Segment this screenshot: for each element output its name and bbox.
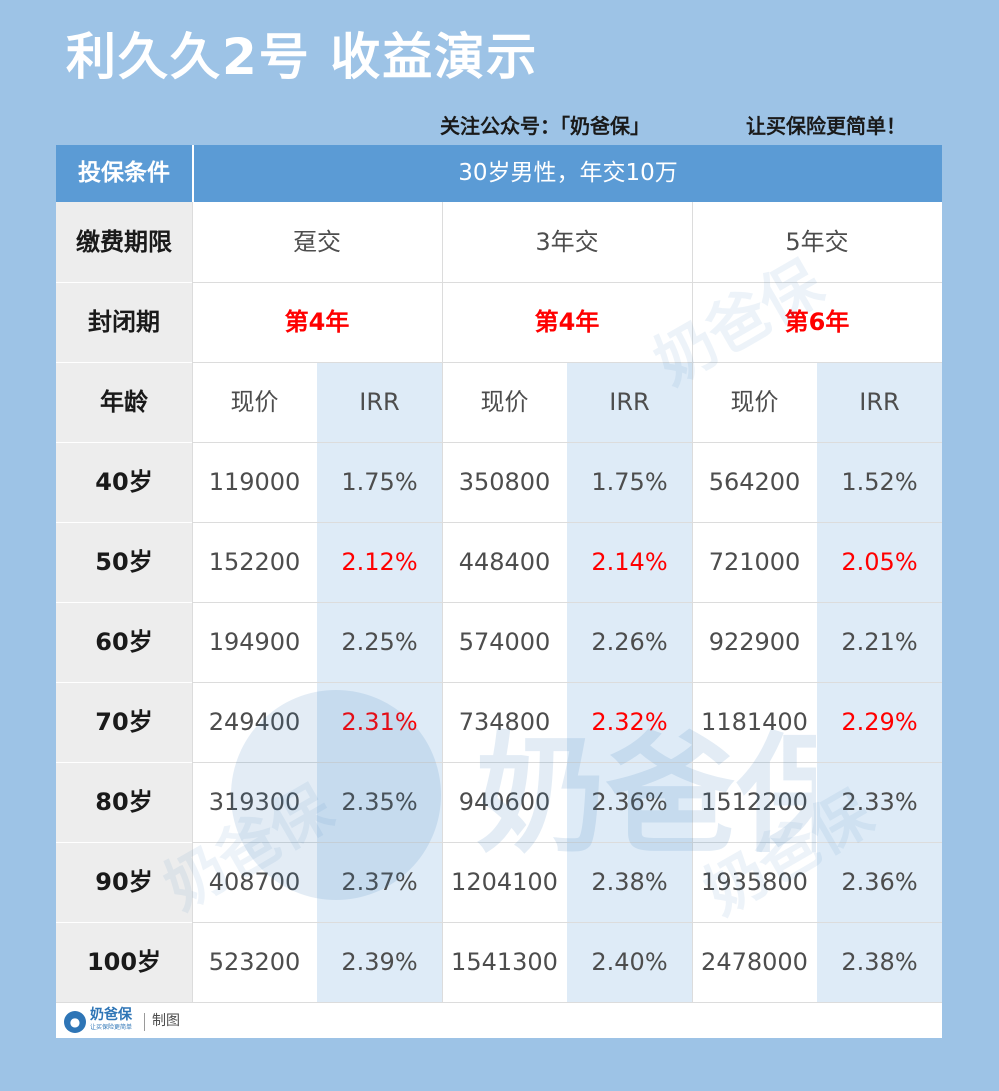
cash-value-cell: 319300 bbox=[208, 788, 301, 816]
grid-row-line bbox=[192, 282, 942, 283]
irr-cell: 2.25% bbox=[341, 628, 418, 656]
cash-value-cell: 1512200 bbox=[701, 788, 808, 816]
footer-divider bbox=[144, 1013, 145, 1031]
grid-row-line bbox=[56, 522, 192, 523]
footer: ● 奶爸保 让买保险更简单 制图 bbox=[56, 1002, 942, 1038]
cash-value-cell: 574000 bbox=[458, 628, 551, 656]
grid-row-line bbox=[192, 762, 942, 763]
cash-value-cell: 194900 bbox=[208, 628, 301, 656]
payment-option: 3年交 bbox=[535, 228, 599, 256]
lockup-label: 封闭期 bbox=[88, 308, 160, 336]
cash-value-cell: 448400 bbox=[458, 548, 551, 576]
grid-row-line bbox=[192, 842, 942, 843]
cash-value-cell: 734800 bbox=[458, 708, 551, 736]
grid-row-line bbox=[56, 762, 192, 763]
age-cell: 50岁 bbox=[95, 548, 153, 576]
cash-value-cell: 721000 bbox=[708, 548, 801, 576]
grid-row-line bbox=[56, 282, 192, 283]
irr-cell: 2.38% bbox=[591, 868, 668, 896]
grid-column-line bbox=[442, 202, 443, 1002]
benefit-table: 投保条件 30岁男性，年交10万 缴费期限 趸交 3年交 5年交 封闭期 第4年… bbox=[56, 145, 942, 1038]
payment-option: 趸交 bbox=[293, 228, 341, 256]
cash-value-cell: 152200 bbox=[208, 548, 301, 576]
grid-row-line bbox=[56, 682, 192, 683]
grid-row-line bbox=[56, 442, 192, 443]
condition-label: 投保条件 bbox=[56, 145, 194, 202]
age-cell: 70岁 bbox=[95, 708, 153, 736]
irr-cell: 2.37% bbox=[341, 868, 418, 896]
age-cell: 40岁 bbox=[95, 468, 153, 496]
grid-row-line bbox=[56, 602, 192, 603]
cash-value-cell: 119000 bbox=[208, 468, 301, 496]
cash-value-cell: 408700 bbox=[208, 868, 301, 896]
irr-cell-highlight: 2.32% bbox=[591, 708, 668, 736]
irr-cell: 2.33% bbox=[841, 788, 918, 816]
grid-column-line bbox=[692, 202, 693, 1002]
irr-cell-highlight: 2.14% bbox=[591, 548, 668, 576]
irr-header: IRR bbox=[359, 388, 400, 416]
irr-cell: 2.36% bbox=[841, 868, 918, 896]
irr-cell: 1.75% bbox=[591, 468, 668, 496]
cash-value-header: 现价 bbox=[230, 388, 279, 416]
brand-logo-icon: ● bbox=[64, 1011, 86, 1033]
grid-row-line bbox=[192, 682, 942, 683]
cash-value-cell: 564200 bbox=[708, 468, 801, 496]
age-cell: 100岁 bbox=[86, 948, 162, 976]
cash-value-cell: 249400 bbox=[208, 708, 301, 736]
cash-value-cell: 922900 bbox=[708, 628, 801, 656]
lockup-value: 第6年 bbox=[784, 308, 850, 336]
grid-row-line bbox=[192, 362, 942, 363]
grid-column-line bbox=[192, 202, 193, 1002]
page-title: 利久久2号 收益演示 bbox=[66, 28, 539, 86]
condition-row: 投保条件 30岁男性，年交10万 bbox=[56, 145, 942, 202]
footer-made-by: 制图 bbox=[152, 1013, 180, 1029]
grid-row-line bbox=[56, 362, 192, 363]
cash-value-cell: 2478000 bbox=[701, 948, 808, 976]
condition-value: 30岁男性，年交10万 bbox=[458, 160, 678, 186]
cash-value-cell: 940600 bbox=[458, 788, 551, 816]
irr-cell-highlight: 2.31% bbox=[341, 708, 418, 736]
cash-value-cell: 523200 bbox=[208, 948, 301, 976]
irr-cell: 2.21% bbox=[841, 628, 918, 656]
irr-cell: 1.52% bbox=[841, 468, 918, 496]
lockup-value: 第4年 bbox=[534, 308, 600, 336]
payment-label: 缴费期限 bbox=[76, 228, 172, 256]
cash-value-header: 现价 bbox=[730, 388, 779, 416]
irr-cell: 2.35% bbox=[341, 788, 418, 816]
grid-row-line bbox=[56, 842, 192, 843]
grid-row-line bbox=[192, 922, 942, 923]
irr-cell: 2.26% bbox=[591, 628, 668, 656]
grid-row-line bbox=[56, 922, 192, 923]
cash-value-cell: 1181400 bbox=[701, 708, 808, 736]
age-cell: 90岁 bbox=[95, 868, 153, 896]
irr-cell: 1.75% bbox=[341, 468, 418, 496]
age-cell: 60岁 bbox=[95, 628, 153, 656]
cash-value-header: 现价 bbox=[480, 388, 529, 416]
cash-value-cell: 1204100 bbox=[451, 868, 558, 896]
grid-row-line bbox=[192, 442, 942, 443]
irr-cell-highlight: 2.05% bbox=[841, 548, 918, 576]
cash-value-cell: 350800 bbox=[458, 468, 551, 496]
irr-header: IRR bbox=[859, 388, 900, 416]
irr-cell-highlight: 2.12% bbox=[341, 548, 418, 576]
irr-cell: 2.36% bbox=[591, 788, 668, 816]
footer-brand: 奶爸保 bbox=[90, 1007, 132, 1023]
grid-row-line bbox=[192, 522, 942, 523]
cash-value-cell: 1935800 bbox=[701, 868, 808, 896]
lockup-value: 第4年 bbox=[284, 308, 350, 336]
irr-header: IRR bbox=[609, 388, 650, 416]
irr-cell-highlight: 2.29% bbox=[841, 708, 918, 736]
age-cell: 80岁 bbox=[95, 788, 153, 816]
footer-brand-sub: 让买保险更简单 bbox=[90, 1024, 133, 1031]
payment-option: 5年交 bbox=[785, 228, 849, 256]
irr-cell: 2.38% bbox=[841, 948, 918, 976]
follow-account-text: 关注公众号：「奶爸保」 bbox=[440, 114, 650, 138]
slogan-text: 让买保险更简单！ bbox=[746, 114, 906, 138]
age-header: 年龄 bbox=[100, 388, 148, 416]
irr-cell: 2.40% bbox=[591, 948, 668, 976]
cash-value-cell: 1541300 bbox=[451, 948, 558, 976]
irr-cell: 2.39% bbox=[341, 948, 418, 976]
grid-row-line bbox=[192, 602, 942, 603]
